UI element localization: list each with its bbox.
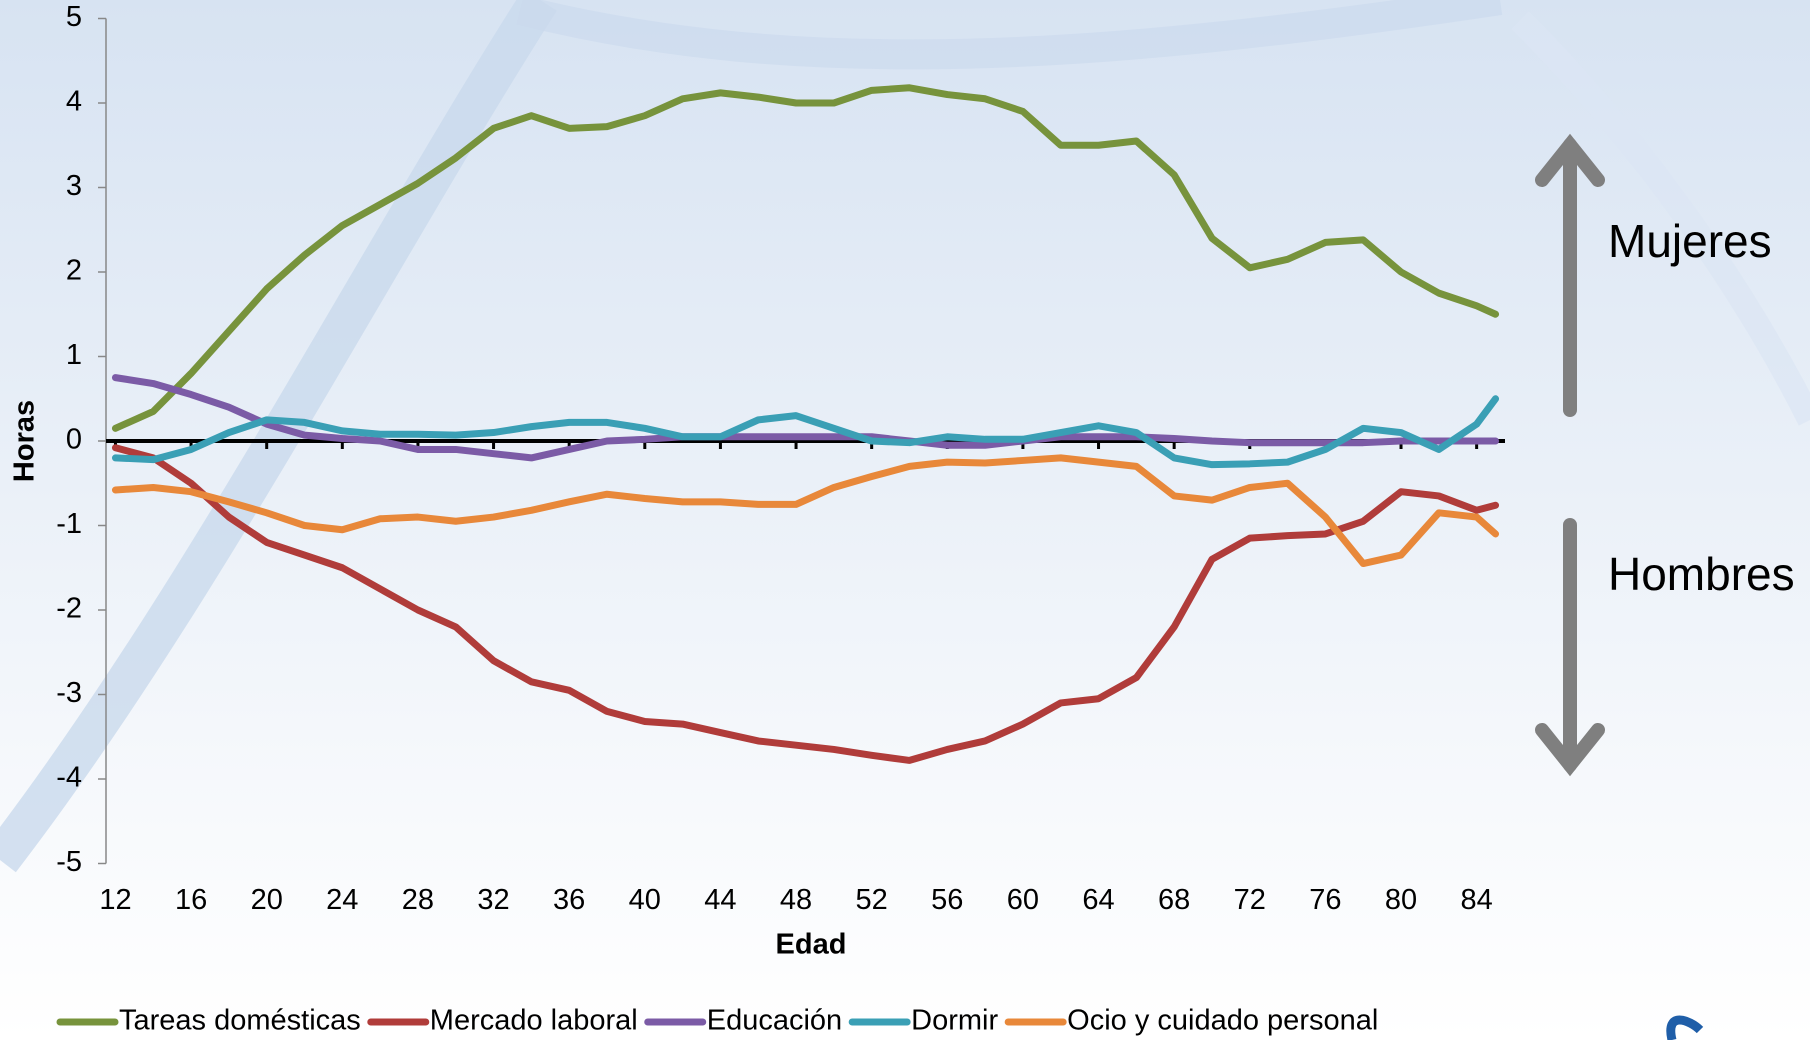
- y-tick-label: -3: [56, 677, 82, 709]
- series-line: [111, 374, 1500, 462]
- x-tick-label: 44: [704, 884, 736, 916]
- y-tick-label: 5: [66, 1, 82, 33]
- x-tick-label: 36: [553, 884, 585, 916]
- x-tick-label: 24: [326, 884, 358, 916]
- x-tick-label: 64: [1082, 884, 1114, 916]
- y-tick-label: 1: [66, 339, 82, 371]
- x-tick-label: 16: [175, 884, 207, 916]
- legend-label: Mercado laboral: [430, 1005, 638, 1037]
- x-tick-label: 72: [1234, 884, 1266, 916]
- arrow-up: [1535, 133, 1605, 417]
- y-tick-label: -1: [56, 508, 82, 540]
- legend-label: Dormir: [911, 1005, 998, 1037]
- x-tick-label: 80: [1385, 884, 1417, 916]
- x-tick-label: 48: [780, 884, 812, 916]
- x-tick-label: 84: [1461, 884, 1493, 916]
- logo: [1666, 1015, 1704, 1042]
- x-tick-label: 32: [477, 884, 509, 916]
- legend-label: Tareas domésticas: [119, 1005, 361, 1037]
- x-tick-label: 52: [856, 884, 888, 916]
- x-tick-label: 40: [629, 884, 661, 916]
- x-tick-label: 60: [1007, 884, 1039, 916]
- x-tick-label: 68: [1158, 884, 1190, 916]
- annotation: Mujeres: [1608, 215, 1772, 267]
- series-line: [111, 84, 1500, 432]
- arrow-down: [1535, 518, 1605, 777]
- y-tick-label: -4: [56, 762, 82, 794]
- swoosh: [516, 0, 1503, 70]
- y-tick-label: -5: [56, 846, 82, 878]
- annotation: Hombres: [1608, 548, 1795, 600]
- y-tick-label: 0: [66, 424, 82, 456]
- legend: Tareas domésticas Mercado laboral Educació…: [56, 1005, 1378, 1037]
- legend-label: Educación: [707, 1005, 842, 1037]
- x-tick-label: 12: [99, 884, 131, 916]
- y-tick-label: -2: [56, 593, 82, 625]
- swoosh: [1511, 11, 1810, 426]
- x-tick-label: 56: [931, 884, 963, 916]
- x-axis-label: Edad: [776, 929, 847, 961]
- x-tick-label: 76: [1309, 884, 1341, 916]
- legend-label: Ocio y cuidado personal: [1067, 1005, 1378, 1037]
- x-tick-label: 28: [402, 884, 434, 916]
- y-tick-label: 2: [66, 255, 82, 287]
- y-tick-label: 4: [66, 86, 82, 118]
- y-axis-label: Horas: [9, 400, 41, 482]
- y-tick-label: 3: [66, 170, 82, 202]
- x-tick-label: 20: [251, 884, 283, 916]
- series-line: [111, 454, 1500, 568]
- series-line: [111, 395, 1500, 469]
- series-line: [111, 444, 1500, 764]
